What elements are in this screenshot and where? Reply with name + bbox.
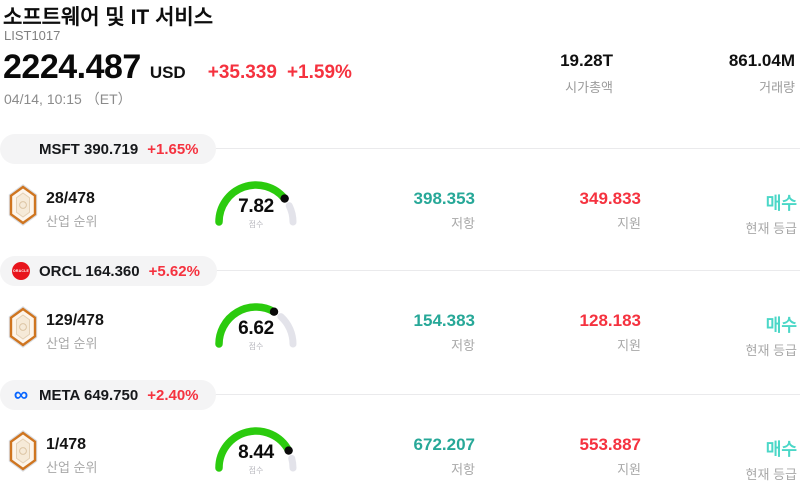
support-value: 553.887 [579, 435, 641, 454]
score-value: 7.82 [238, 196, 274, 217]
support-label: 지원 [617, 338, 641, 353]
rank-badge-icon [8, 184, 38, 226]
index-change-percent: +1.59% [286, 62, 352, 83]
support-value: 128.183 [579, 311, 641, 330]
ticker-row-meta: ∞ META 649.750 +2.40% 1/478 산업 순위 8.44 점… [0, 380, 800, 488]
ticker-change: +1.65% [147, 140, 199, 158]
resistance-column: 672.207 저항 [414, 435, 475, 478]
score-value: 8.44 [238, 442, 274, 463]
currency-label: USD [149, 63, 186, 82]
list-id: LIST1017 [4, 28, 61, 43]
resistance-column: 398.353 저항 [414, 189, 475, 232]
row-divider [0, 148, 800, 149]
rating-value: 매수 [765, 194, 797, 213]
ticker-pill-orcl[interactable]: ORACLE ORCL 164.360 +5.62% [0, 256, 217, 286]
rating-label: 현재 등급 [745, 343, 797, 358]
support-value: 349.833 [579, 189, 641, 208]
ticker-change: +2.40% [147, 386, 199, 404]
score-label: 점수 [248, 342, 264, 351]
rank-label: 산업 순위 [46, 336, 98, 351]
ticker-row-orcl: ORACLE ORCL 164.360 +5.62% 129/478 산업 순위… [0, 256, 800, 377]
resistance-column: 154.383 저항 [414, 311, 475, 354]
support-label: 지원 [617, 462, 641, 477]
volume-stat: 861.04M 거래량 [729, 51, 795, 96]
resistance-value: 672.207 [413, 435, 475, 454]
rank-value: 28/478 [46, 190, 95, 207]
rank-value: 129/478 [46, 312, 104, 329]
row-divider [0, 394, 800, 395]
index-price-row: 2224.487 USD +35.339 +1.59% [3, 48, 352, 87]
support-column: 553.887 지원 [580, 435, 641, 478]
rank-badge-icon [8, 430, 38, 472]
ticker-symbol-price: META 649.750 [39, 386, 139, 404]
score-label: 점수 [248, 220, 264, 229]
index-change-absolute: +35.339 [207, 62, 277, 83]
ticker-symbol-price: ORCL 164.360 [39, 262, 140, 280]
ticker-symbol-price: MSFT 390.719 [39, 140, 139, 158]
row-divider [0, 270, 800, 271]
rating-value: 매수 [765, 440, 797, 459]
page-title: 소프트웨어 및 IT 서비스 [3, 6, 214, 29]
market-cap-stat: 19.28T 시가총액 [560, 51, 613, 96]
oracle-logo-icon: ORACLE [12, 262, 30, 280]
score-gauge: 8.44 점수 [208, 422, 304, 480]
resistance-value: 398.353 [413, 189, 475, 208]
msft-logo-icon [12, 140, 30, 158]
market-cap-label: 시가총액 [565, 80, 613, 95]
ticker-change: +5.62% [148, 262, 200, 280]
rank-label: 산업 순위 [46, 460, 98, 475]
rating-label: 현재 등급 [745, 221, 797, 236]
ticker-pill-msft[interactable]: MSFT 390.719 +1.65% [0, 134, 216, 164]
resistance-label: 저항 [451, 338, 475, 353]
market-cap-value: 19.28T [560, 51, 613, 70]
score-gauge: 6.62 점수 [208, 298, 304, 356]
support-column: 349.833 지원 [580, 189, 641, 232]
rank-label: 산업 순위 [46, 214, 98, 229]
support-column: 128.183 지원 [580, 311, 641, 354]
rating-label: 현재 등급 [745, 467, 797, 482]
volume-value: 861.04M [728, 51, 795, 70]
ticker-pill-meta[interactable]: ∞ META 649.750 +2.40% [0, 380, 216, 410]
meta-logo-icon: ∞ [13, 384, 29, 406]
score-label: 점수 [248, 466, 264, 475]
rating-column: 매수 현재 등급 [746, 189, 797, 237]
rank-value: 1/478 [46, 436, 87, 453]
industry-rank: 1/478 산업 순위 [46, 436, 97, 476]
rating-value: 매수 [765, 316, 797, 335]
industry-rank: 28/478 산업 순위 [46, 190, 97, 230]
index-price: 2224.487 [3, 48, 141, 86]
rating-column: 매수 현재 등급 [746, 435, 797, 483]
resistance-value: 154.383 [413, 311, 475, 330]
rating-column: 매수 현재 등급 [746, 311, 797, 359]
support-label: 지원 [617, 216, 641, 231]
resistance-label: 저항 [451, 216, 475, 231]
rank-badge-icon [8, 306, 38, 348]
ticker-row-msft: MSFT 390.719 +1.65% 28/478 산업 순위 7.82 점수… [0, 134, 800, 255]
quote-timestamp: 04/14, 10:15 （ET） [4, 91, 132, 107]
industry-rank: 129/478 산업 순위 [46, 312, 104, 352]
resistance-label: 저항 [451, 462, 475, 477]
score-gauge: 7.82 점수 [208, 176, 304, 234]
score-value: 6.62 [238, 318, 274, 339]
volume-label: 거래량 [759, 80, 795, 95]
